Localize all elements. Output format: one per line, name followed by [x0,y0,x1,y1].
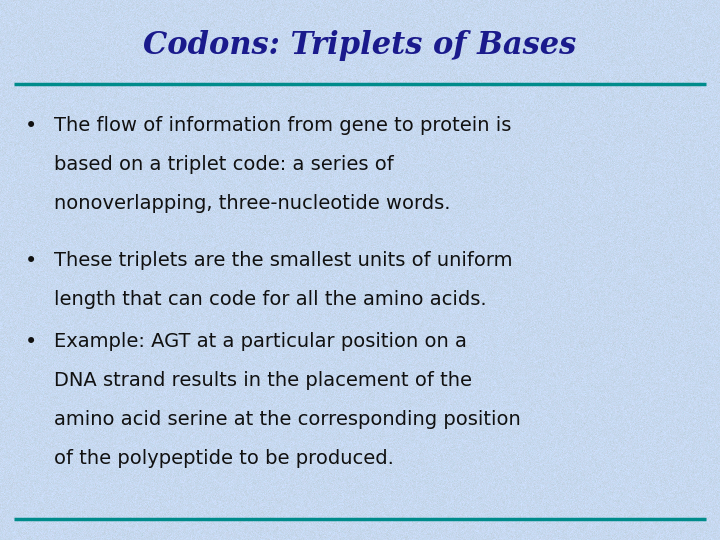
Text: The flow of information from gene to protein is: The flow of information from gene to pro… [54,116,511,135]
Text: •: • [25,116,37,136]
Text: Codons: Triplets of Bases: Codons: Triplets of Bases [143,30,577,62]
Text: of the polypeptide to be produced.: of the polypeptide to be produced. [54,449,394,468]
Text: length that can code for all the amino acids.: length that can code for all the amino a… [54,290,487,309]
Text: amino acid serine at the corresponding position: amino acid serine at the corresponding p… [54,410,521,429]
Text: •: • [25,251,37,271]
Text: nonoverlapping, three-nucleotide words.: nonoverlapping, three-nucleotide words. [54,194,451,213]
Text: based on a triplet code: a series of: based on a triplet code: a series of [54,155,394,174]
Text: DNA strand results in the placement of the: DNA strand results in the placement of t… [54,371,472,390]
Text: •: • [25,332,37,352]
Text: Example: AGT at a particular position on a: Example: AGT at a particular position on… [54,332,467,351]
Text: These triplets are the smallest units of uniform: These triplets are the smallest units of… [54,251,513,270]
